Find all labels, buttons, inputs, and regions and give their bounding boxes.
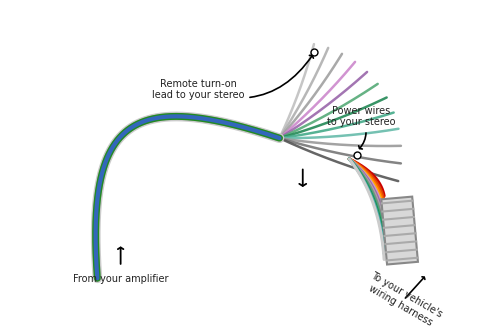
Text: From your amplifier: From your amplifier: [73, 275, 168, 284]
Text: Power wires
to your stereo: Power wires to your stereo: [326, 106, 395, 149]
Polygon shape: [382, 197, 418, 265]
Text: Remote turn-on
lead to your stereo: Remote turn-on lead to your stereo: [152, 55, 314, 100]
Text: To your vehicle's
wiring harness: To your vehicle's wiring harness: [363, 271, 444, 330]
